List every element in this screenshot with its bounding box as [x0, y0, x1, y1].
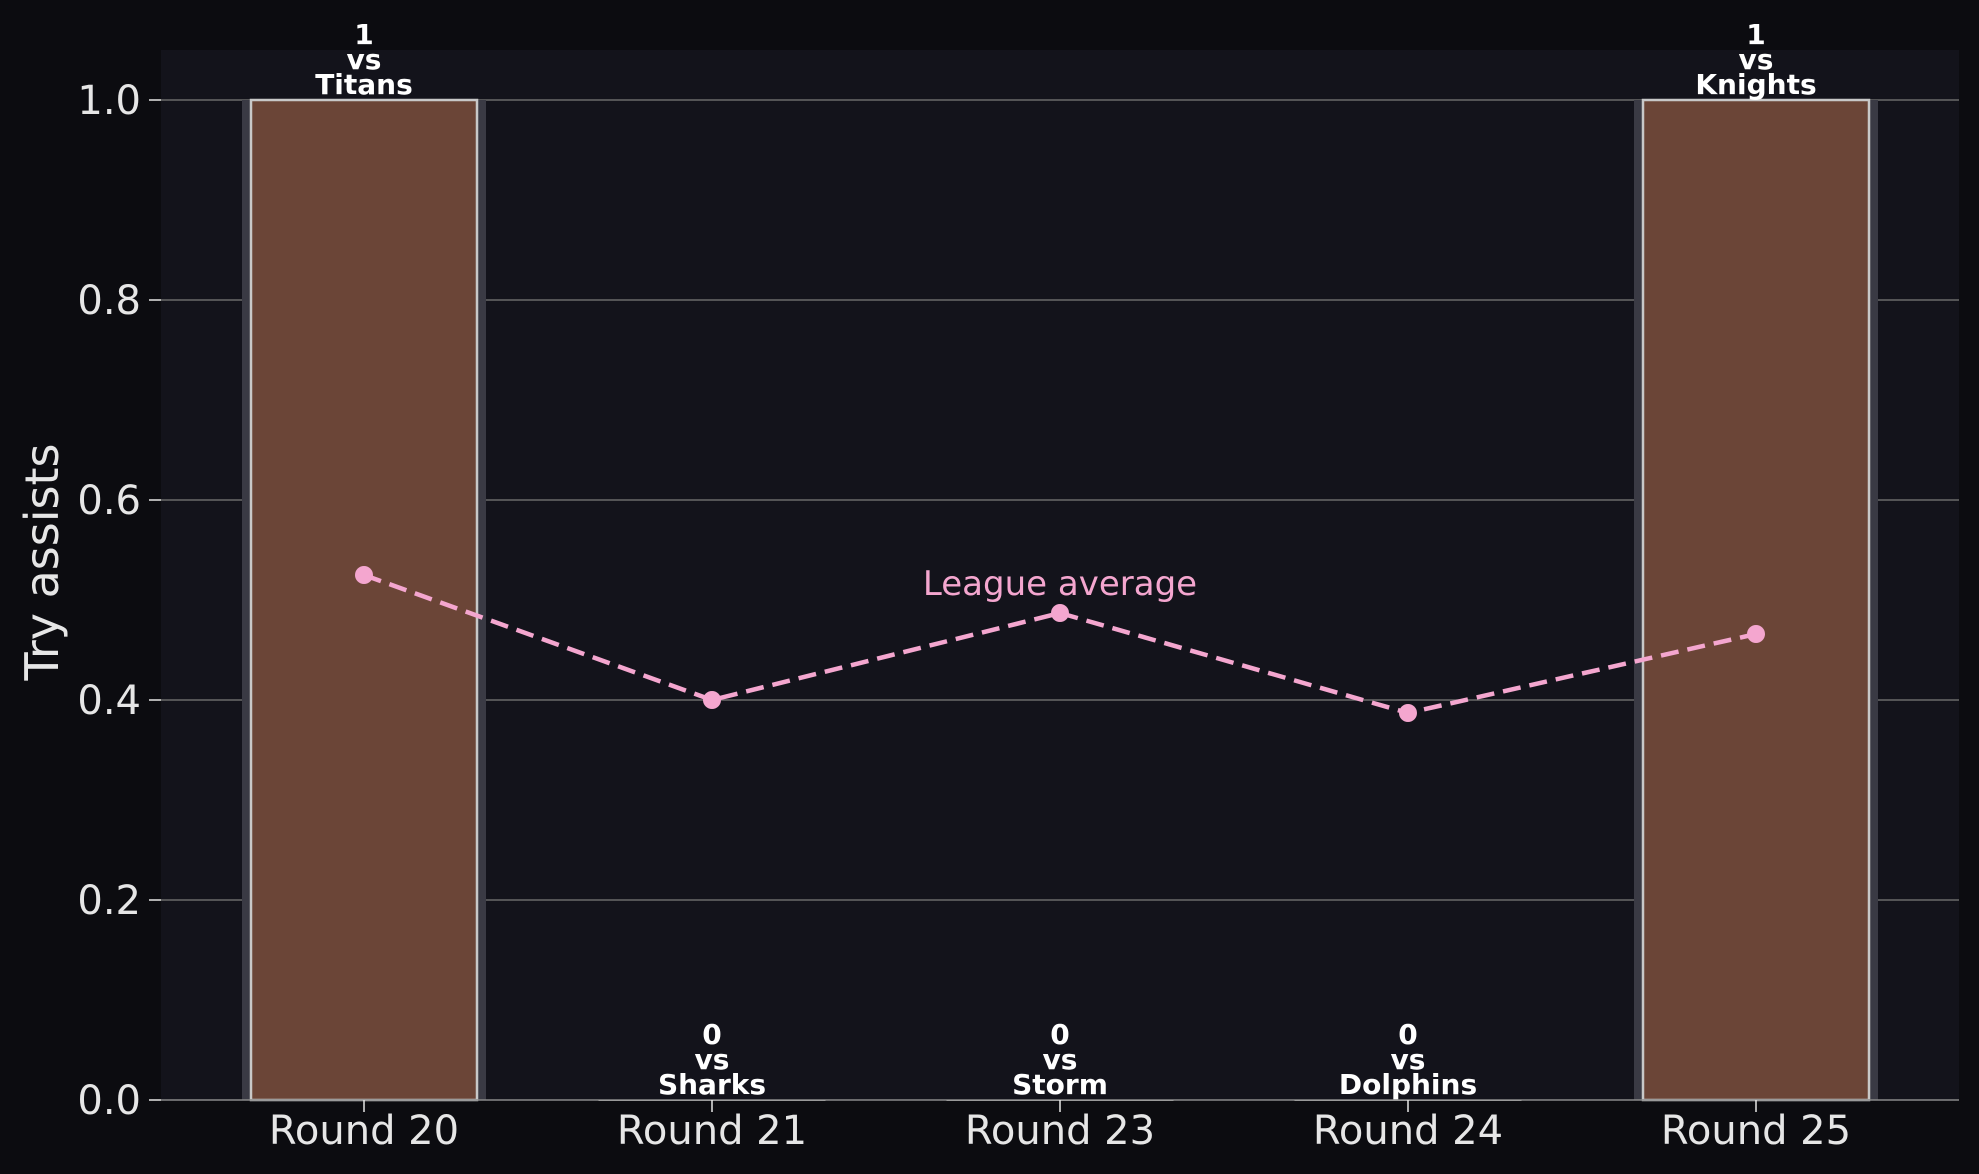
league-average-series: [363, 572, 1757, 716]
bar-label: 0 vs Sharks: [658, 1018, 766, 1101]
axes: 0.0 0.2 0.4 0.6 0.8 1.0 Round 20 Round 21 Round …: [77, 78, 1959, 1154]
x-tick-label: Round 23: [965, 1108, 1155, 1154]
bar-label-line: Knights: [1695, 68, 1816, 101]
bar-label: 1 vs Knights: [1695, 18, 1816, 101]
y-tick-label: 0.8: [77, 278, 141, 324]
bar-label-line: Sharks: [658, 1068, 766, 1101]
y-tick-label: 1.0: [77, 78, 141, 124]
bars: [242, 98, 1878, 1102]
x-tick-label: Round 21: [617, 1108, 807, 1154]
bar-label-line: 0: [702, 1018, 721, 1051]
bar-label: 1 vs Titans: [315, 18, 413, 101]
bar-label-line: Dolphins: [1339, 1068, 1477, 1101]
bar-label-line: 1: [354, 18, 373, 51]
league-average-point: [355, 566, 373, 584]
bar-label-line: Titans: [315, 68, 413, 101]
bar-label: 0 vs Storm: [1012, 1018, 1108, 1101]
y-tick-label: 0.4: [77, 678, 141, 724]
bar-label-line: vs: [347, 43, 382, 76]
bar-label-line: vs: [695, 1043, 730, 1076]
bar: [249, 98, 479, 1102]
league-average-point: [703, 691, 721, 709]
bar-label-line: vs: [1391, 1043, 1426, 1076]
bar-label-line: Storm: [1012, 1068, 1108, 1101]
bar-label-line: vs: [1043, 1043, 1078, 1076]
league-average-point: [1399, 704, 1417, 722]
x-tick-label: Round 25: [1661, 1108, 1851, 1154]
bar-label-line: 0: [1398, 1018, 1417, 1051]
y-axis-label: Try assists: [15, 444, 69, 682]
y-tick-label: 0.2: [77, 878, 141, 924]
x-tick-label: Round 24: [1313, 1108, 1503, 1154]
league-average-annotation: League average: [923, 564, 1197, 604]
bar-label-line: 0: [1050, 1018, 1069, 1051]
bar-label-line: vs: [1739, 43, 1774, 76]
bar: [1641, 98, 1871, 1102]
y-tick-label: 0.6: [77, 478, 141, 524]
x-tick-label: Round 20: [269, 1108, 459, 1154]
bar-label-line: 1: [1746, 18, 1765, 51]
y-tick-label: 0.0: [77, 1078, 141, 1124]
league-average-point: [1747, 625, 1765, 643]
league-average-point: [1051, 604, 1069, 622]
league-average-line: League average: [355, 564, 1765, 722]
bar-label: 0 vs Dolphins: [1339, 1018, 1477, 1101]
